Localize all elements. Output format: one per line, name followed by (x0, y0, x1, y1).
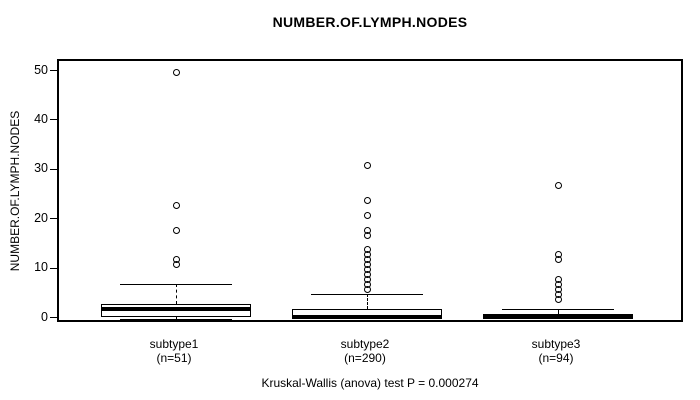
outlier-point (554, 251, 562, 259)
median-line (483, 314, 633, 319)
outlier-point (172, 201, 180, 209)
stat-annotation: Kruskal-Wallis (anova) test P = 0.000274 (261, 376, 479, 390)
whisker-cap (311, 294, 423, 296)
y-tick-label: 20 (34, 210, 48, 225)
outlier-point (554, 275, 562, 283)
y-tick-mark (50, 168, 57, 170)
y-tick-label: 50 (34, 62, 48, 77)
whisker-line (557, 309, 559, 315)
outlier-point (363, 246, 371, 254)
whisker-line (366, 294, 368, 310)
y-tick-label: 0 (41, 309, 48, 324)
y-tick-label: 40 (34, 111, 48, 126)
outlier-point (172, 68, 180, 76)
outlier-point (363, 211, 371, 219)
outlier-point (554, 182, 562, 190)
outlier-point (363, 226, 371, 234)
x-axis-n-label: (n=290) (344, 351, 386, 365)
x-axis-label: subtype1 (149, 337, 199, 351)
outlier-point (172, 256, 180, 264)
y-tick-mark (50, 70, 57, 71)
y-tick-mark (50, 267, 57, 269)
median-line (101, 307, 251, 312)
chart-title: NUMBER.OF.LYMPH.NODES (272, 14, 468, 30)
x-axis-n-label: (n=94) (538, 351, 574, 365)
y-tick-mark (50, 218, 57, 220)
y-tick-label: 30 (34, 161, 48, 176)
whisker-cap (120, 319, 232, 320)
x-axis-label: subtype2 (340, 337, 390, 351)
whisker-cap (502, 309, 614, 311)
x-axis-n-label: (n=51) (156, 351, 192, 365)
outlier-point (363, 162, 371, 170)
whisker-line (175, 284, 177, 305)
y-tick-label: 10 (34, 260, 48, 275)
y-tick-mark (50, 317, 57, 318)
outlier-point (172, 226, 180, 234)
outlier-point (363, 196, 371, 204)
whisker-line (175, 316, 177, 319)
plot-area (57, 59, 683, 322)
median-line (292, 314, 442, 319)
x-axis-label: subtype3 (531, 337, 581, 351)
y-tick-mark (50, 119, 57, 121)
y-axis-label: NUMBER.OF.LYMPH.NODES (8, 110, 22, 271)
whisker-cap (120, 284, 232, 286)
